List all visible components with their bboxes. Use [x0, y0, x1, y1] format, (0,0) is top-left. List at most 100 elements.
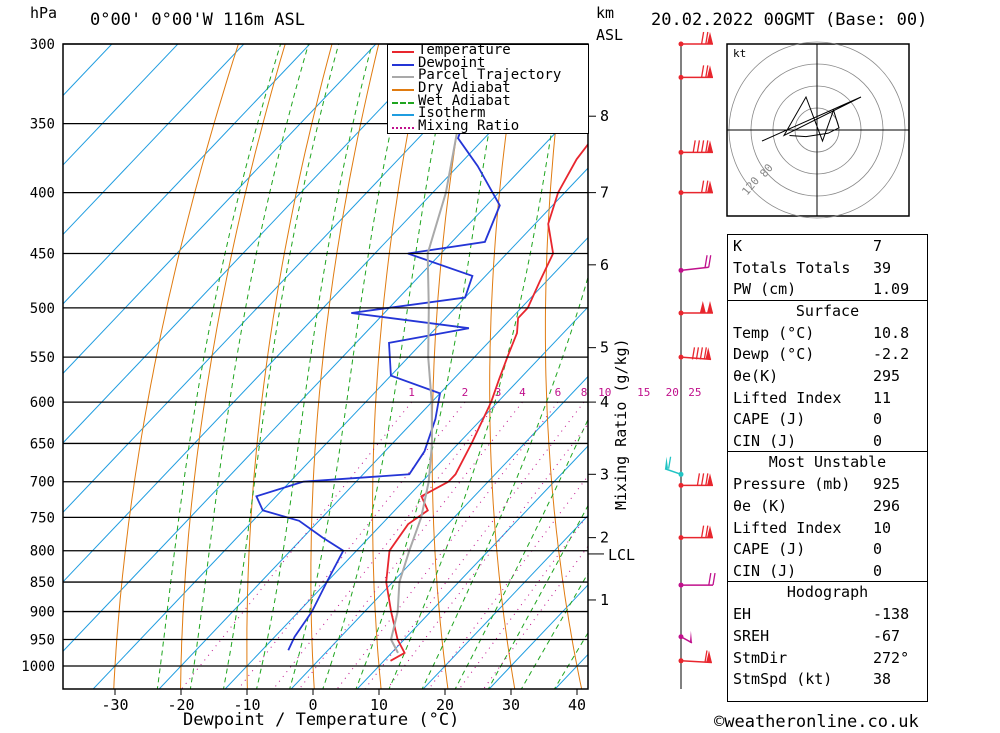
- wind-barb: [678, 347, 712, 361]
- isotherm-line: [63, 44, 245, 236]
- wind-barb: [664, 456, 684, 477]
- wind-barb-line: [705, 473, 709, 486]
- wet-adiabat-line: [322, 44, 454, 689]
- legend-swatch: [392, 76, 414, 79]
- series-line-parcel-trajectory: [389, 44, 483, 654]
- dry-adiabat-line: [984, 8, 1000, 691]
- legend-item: Parcel Trajectory: [388, 67, 588, 83]
- wind-barb: [678, 572, 716, 588]
- wind-barb: [678, 31, 713, 47]
- index-row: Pressure (mb) 925: [728, 473, 927, 495]
- index-value: 296: [873, 496, 901, 515]
- dry-adiabat-line: [180, 44, 286, 689]
- wind-barb-line: [700, 525, 705, 538]
- index-value: 7: [873, 237, 883, 255]
- km-tick-label: 6: [600, 256, 609, 274]
- index-label: Lifted Index: [733, 388, 842, 407]
- lcl-label: LCL: [608, 546, 636, 564]
- index-row: Lifted Index 10: [728, 517, 927, 539]
- wet-adiabat-line: [421, 275, 588, 689]
- wind-barb-line: [705, 31, 709, 45]
- isotherm-line: [422, 514, 588, 689]
- index-value: 0: [873, 540, 883, 559]
- index-value: 0: [873, 410, 883, 429]
- wind-pennant: [707, 65, 713, 78]
- wet-adiabat-line: [222, 44, 340, 689]
- dry-adiabat-line: [544, 44, 583, 689]
- legend-label: Dewpoint: [418, 54, 486, 71]
- wet-adiabat-line: [189, 44, 310, 689]
- km-tick-label: 4: [600, 393, 609, 411]
- isotherm-line: [63, 44, 113, 97]
- wind-barb: [678, 65, 713, 80]
- isotherm-line: [158, 236, 588, 689]
- hodo-title: Hodograph: [786, 583, 869, 602]
- index-value: -67: [873, 626, 901, 645]
- index-label: Temp (°C): [733, 323, 815, 342]
- wind-barb-line: [700, 473, 705, 486]
- x-tick-label: 10: [370, 696, 388, 714]
- index-value: 295: [873, 366, 901, 385]
- wind-barb-line: [700, 31, 705, 45]
- legend-label: Wet Adiabat: [418, 92, 511, 109]
- wind-barb-line: [705, 65, 709, 78]
- series-line-temperature: [385, 142, 588, 662]
- legend-swatch: [392, 101, 414, 104]
- wind-barb: [678, 525, 713, 541]
- dry-adiabat-line: [310, 44, 380, 689]
- isotherm-line: [92, 167, 588, 689]
- wind-shaft: [664, 468, 682, 476]
- pressure-tick-label: 750: [30, 510, 55, 526]
- wind-barb-line: [704, 255, 708, 268]
- index-value: 10.8: [873, 323, 910, 342]
- hodograph-trace: [761, 95, 862, 143]
- mixing-ratio-label: 4: [519, 386, 526, 399]
- km-tick-label: 5: [600, 339, 609, 357]
- pressure-tick-label: 400: [30, 186, 55, 202]
- x-tick-label: 40: [568, 696, 586, 714]
- index-row: Totals Totals 39: [728, 257, 927, 279]
- index-row: CIN (J) 0: [728, 560, 927, 582]
- wet-adiabat-line: [487, 504, 588, 689]
- mixing-ratio-axis-label: Mixing Ratio (g/kg): [612, 338, 630, 510]
- wind-barb: [678, 180, 713, 196]
- legend-item: Temperature: [388, 42, 588, 58]
- wind-barb-line: [699, 347, 703, 360]
- x-tick-label: 20: [436, 696, 454, 714]
- legend-label: Temperature: [418, 42, 511, 58]
- index-row: θe(K) 295: [728, 365, 927, 387]
- isotherm-line: [63, 44, 377, 375]
- mixing-ratio-line: [458, 514, 588, 689]
- isotherm-line: [63, 44, 311, 305]
- index-label: θe(K): [733, 366, 779, 385]
- index-row: Lifted Index 11: [728, 387, 927, 409]
- hpa-label: hPa: [30, 4, 58, 22]
- mixing-ratio-line: [386, 423, 588, 689]
- index-row: θe (K) 296: [728, 495, 927, 517]
- mixing-ratio-label: 2: [462, 386, 469, 399]
- index-label: CAPE (J): [733, 410, 806, 429]
- wind-shaft: [680, 266, 709, 272]
- wind-barb-line: [705, 525, 709, 538]
- index-label: Pressure (mb): [733, 475, 851, 494]
- legend-swatch: [392, 89, 414, 92]
- wind-pennant: [707, 301, 713, 314]
- wet-adiabat-line: [355, 44, 505, 689]
- mixing-ratio-label: 25: [688, 386, 701, 399]
- x-tick-label: -30: [101, 696, 128, 714]
- index-label: CIN (J): [733, 431, 797, 450]
- legend-label: Isotherm: [418, 105, 486, 122]
- wind-barb-line: [712, 572, 716, 586]
- wind-barb-line: [692, 140, 696, 153]
- legend-item: Mixing Ratio: [388, 118, 588, 134]
- pressure-tick-label: 500: [30, 301, 55, 317]
- isotherm-line: [63, 44, 443, 444]
- wind-barb-line: [708, 255, 712, 268]
- legend-item: Dry Adiabat: [388, 80, 588, 96]
- x-axis-label: Dewpoint / Temperature (°C): [183, 710, 460, 730]
- index-label: StmSpd (kt): [733, 670, 833, 689]
- isotherm-line: [356, 445, 588, 689]
- wet-adiabat-line: [256, 44, 373, 689]
- dry-adiabat-line: [113, 44, 239, 689]
- index-value: 38: [873, 670, 892, 689]
